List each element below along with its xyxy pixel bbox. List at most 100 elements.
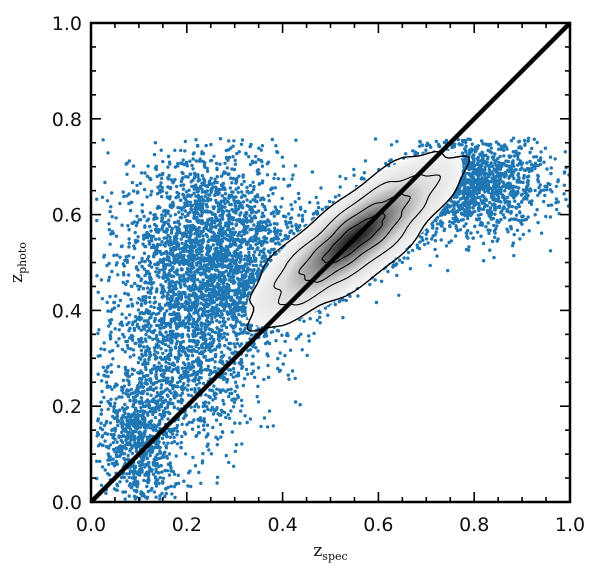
scatter-point (222, 402, 226, 406)
scatter-point (424, 148, 428, 152)
scatter-point (486, 155, 490, 159)
scatter-point (107, 275, 112, 279)
scatter-point (101, 138, 105, 142)
scatter-point (527, 229, 531, 233)
scatter-point (446, 268, 450, 273)
scatter-point (462, 174, 466, 178)
scatter-point (142, 251, 147, 255)
scatter-point (515, 228, 520, 232)
scatter-point (148, 335, 152, 340)
scatter-point (144, 339, 148, 343)
scatter-point (194, 159, 198, 163)
scatter-point (169, 231, 174, 235)
scatter-point (105, 300, 109, 305)
scatter-point (206, 367, 210, 372)
scatter-point (213, 396, 218, 400)
scatter-point (160, 194, 164, 199)
scatter-point (104, 491, 108, 495)
scatter-point (172, 472, 177, 476)
scatter-point (488, 206, 493, 210)
scatter-point (120, 430, 124, 434)
scatter-point (206, 364, 210, 368)
scatter-point (186, 357, 190, 361)
scatter-point (290, 207, 294, 211)
scatter-point (249, 205, 254, 210)
scatter-point (252, 184, 256, 189)
scatter-point (163, 398, 168, 402)
scatter-point (199, 261, 203, 266)
scatter-point (294, 337, 299, 341)
scatter-point (299, 332, 303, 336)
scatter-point (168, 162, 172, 166)
scatter-point (105, 432, 110, 436)
scatter-point (170, 228, 174, 232)
scatter-point (193, 326, 198, 331)
scatter-point (316, 201, 320, 205)
scatter-point (442, 227, 447, 231)
scatter-point (140, 352, 144, 356)
scatter-point (233, 162, 238, 166)
scatter-point (274, 339, 278, 343)
scatter-point (181, 187, 186, 191)
scatter-point (183, 215, 187, 219)
scatter-point (127, 245, 131, 249)
scatter-point (341, 315, 345, 320)
scatter-point (139, 336, 144, 341)
scatter-point (202, 180, 207, 185)
scatter-point (179, 237, 183, 241)
scatter-point (249, 333, 254, 337)
scatter-point (247, 250, 251, 255)
scatter-point (363, 159, 368, 163)
scatter-point (123, 291, 127, 296)
scatter-point (135, 301, 140, 305)
scatter-point (248, 244, 253, 248)
scatter-point (408, 267, 413, 271)
scatter-point (520, 222, 524, 226)
scatter-point (469, 213, 473, 218)
scatter-point (172, 485, 176, 489)
scatter-point (501, 213, 505, 217)
scatter-point (476, 160, 480, 164)
scatter-point (163, 321, 168, 326)
scatter-point (315, 318, 319, 322)
scatter-point (187, 349, 191, 353)
scatter-point (240, 442, 244, 446)
scatter-point (207, 448, 211, 452)
scatter-point (220, 430, 225, 434)
scatter-point (215, 406, 219, 410)
scatter-point (188, 339, 192, 343)
scatter-point (256, 384, 260, 389)
scatter-point (213, 330, 217, 335)
scatter-point (542, 199, 546, 204)
scatter-point (247, 155, 251, 159)
scatter-point (312, 331, 316, 336)
scatter-point (159, 219, 164, 223)
scatter-point (122, 475, 127, 480)
scatter-point (160, 374, 165, 378)
scatter-point (102, 341, 106, 345)
scatter-point (197, 226, 201, 230)
scatter-point (503, 216, 507, 220)
scatter-point (213, 247, 217, 251)
scatter-point (98, 459, 102, 464)
scatter-point (211, 238, 216, 242)
scatter-point (248, 183, 253, 188)
scatter-point (532, 155, 536, 159)
scatter-point (525, 197, 529, 201)
scatter-point (275, 235, 280, 239)
scatter-point (149, 371, 153, 375)
scatter-point (160, 240, 164, 244)
scatter-point (237, 174, 241, 178)
scatter-point (499, 217, 503, 222)
scatter-point (226, 247, 230, 252)
scatter-point (458, 228, 463, 232)
scatter-point (511, 136, 516, 140)
scatter-point (127, 471, 132, 476)
scatter-point (182, 282, 187, 286)
scatter-point (426, 241, 430, 245)
scatter-point (256, 349, 260, 353)
scatter-point (297, 334, 301, 339)
scatter-point (430, 237, 434, 241)
scatter-point (158, 243, 163, 247)
scatter-point (284, 222, 288, 226)
